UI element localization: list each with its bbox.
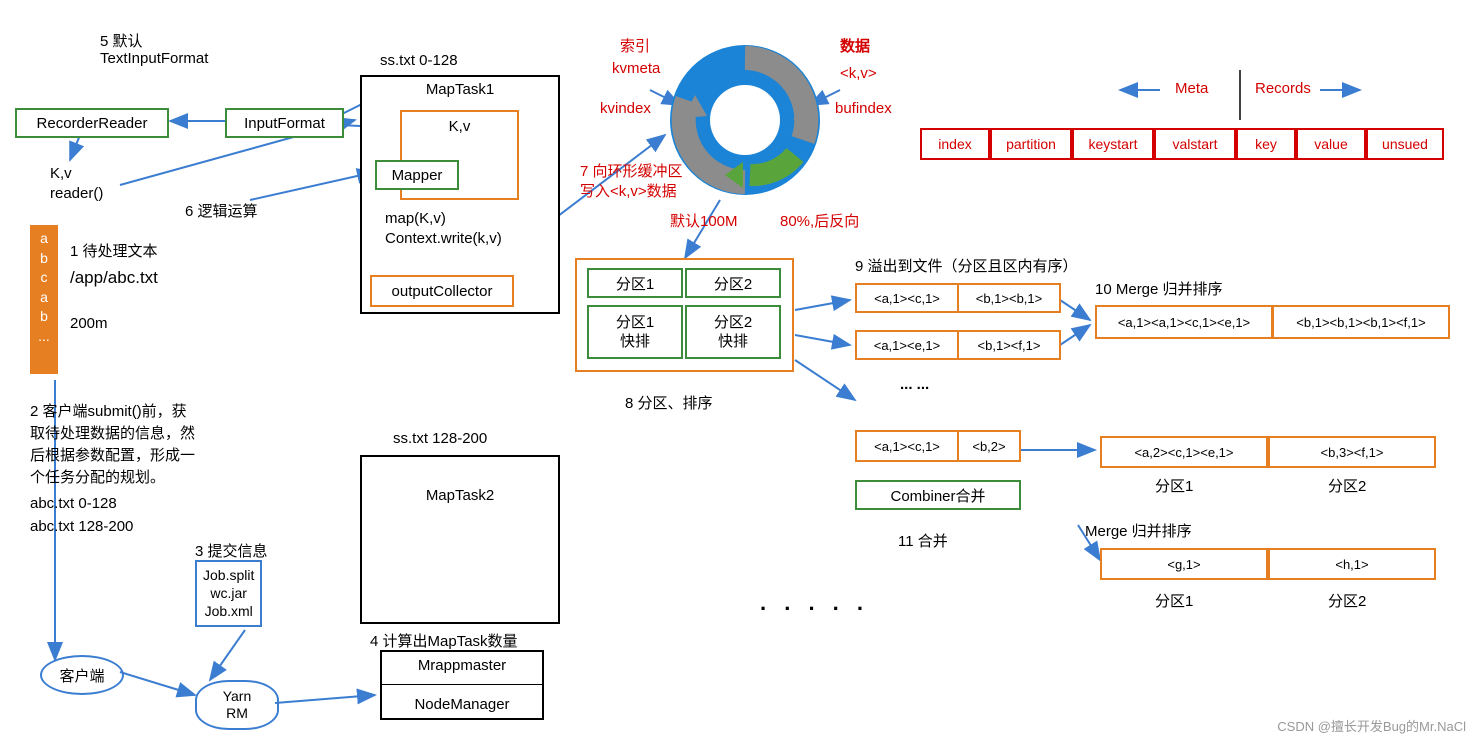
meta-label: Meta — [1175, 80, 1208, 97]
step2-l1: 2 客户端submit()前，获 — [30, 400, 187, 421]
p2s-box: 分区2 快排 — [685, 305, 781, 359]
fp1b: 分区1 — [1155, 590, 1193, 611]
p1s-box: 分区1 快排 — [587, 305, 683, 359]
p2-box: 分区2 — [685, 268, 781, 298]
default100m-label: 默认100M — [670, 210, 738, 231]
bufindex-label: bufindex — [835, 100, 892, 117]
size-label: 200m — [70, 315, 108, 332]
submit-info-box: Job.split wc.jar Job.xml — [195, 560, 262, 627]
step9-label: 9 溢出到文件（分区且区内有序） — [855, 255, 1078, 276]
ring-buffer — [665, 40, 825, 200]
split1-label: abc.txt 0-128 — [30, 495, 117, 512]
a2c1e1-box: <a,2><c,1><e,1> — [1100, 436, 1268, 468]
g1-box: <g,1> — [1100, 548, 1268, 580]
fp2b: 分区2 — [1328, 590, 1366, 611]
step6-label: 6 逻辑运算 — [185, 200, 258, 221]
yarn-cloud: Yarn RM — [195, 680, 279, 730]
step2-l2: 取待处理数据的信息，然 — [30, 422, 195, 443]
kvmeta-label: kvmeta — [612, 60, 660, 77]
a1a1c1e1-box: <a,1><a,1><c,1><e,1> — [1095, 305, 1273, 339]
step7a-label: 7 向环形缓冲区 — [580, 160, 683, 181]
step3-label: 3 提交信息 — [195, 540, 268, 561]
h1-box: <h,1> — [1268, 548, 1436, 580]
yarn-components-box: Mrappmaster NodeManager — [380, 650, 544, 720]
b1b1b1f1-box: <b,1><b,1><b,1><f,1> — [1272, 305, 1450, 339]
a1c1b-box: <a,1><c,1> — [855, 430, 959, 462]
mapkv-label: map(K,v) — [385, 210, 446, 227]
input-format-box: InputFormat — [225, 108, 344, 138]
kvpair-label: <k,v> — [840, 65, 877, 82]
contextwrite-label: Context.write(k,v) — [385, 230, 502, 247]
p1-box: 分区1 — [587, 268, 683, 298]
mapper-box: Mapper — [375, 160, 459, 190]
watermark: CSDN @擅长开发Bug的Mr.NaCl — [1277, 716, 1466, 735]
step5-line1: 5 默认 — [100, 30, 143, 51]
step7b-label: 写入<k,v>数据 — [580, 180, 677, 201]
step11-label: 11 合并 — [898, 530, 948, 551]
maptask2-box: MapTask2 — [360, 455, 560, 624]
sstxt2-label: ss.txt 128-200 — [393, 430, 487, 447]
a1c1-box: <a,1><c,1> — [855, 283, 959, 313]
step8-label: 8 分区、排序 — [625, 392, 713, 413]
data-label: 数据 — [840, 35, 870, 56]
file-column: a b c a b ... — [30, 225, 58, 374]
step10-label: 10 Merge 归并排序 — [1095, 278, 1223, 299]
combiner-box: Combiner合并 — [855, 480, 1021, 510]
eighty-label: 80%,后反向 — [780, 210, 859, 231]
reader-label: reader() — [50, 185, 103, 202]
mergesort-label: Merge 归并排序 — [1085, 520, 1192, 541]
b2-box: <b,2> — [957, 430, 1021, 462]
step4-label: 4 计算出MapTask数量 — [370, 630, 518, 651]
b1f1-box: <b,1><f,1> — [957, 330, 1061, 360]
big-dots: . . . . . — [760, 590, 869, 616]
apppath-label: /app/abc.txt — [70, 268, 158, 288]
b1b1-box: <b,1><b,1> — [957, 283, 1061, 313]
step1-label: 1 待处理文本 — [70, 240, 158, 261]
fp2a: 分区2 — [1328, 475, 1366, 496]
step2-l4: 个任务分配的规划。 — [30, 466, 165, 487]
sstxt1-label: ss.txt 0-128 — [380, 52, 458, 69]
dots3: ... ... — [900, 376, 929, 393]
kv-label: K,v — [50, 165, 72, 182]
b3f1-box: <b,3><f,1> — [1268, 436, 1436, 468]
fp1a: 分区1 — [1155, 475, 1193, 496]
recorder-reader-box: RecorderReader — [15, 108, 169, 138]
split2-label: abc.txt 128-200 — [30, 518, 133, 535]
client-ellipse: 客户端 — [40, 655, 124, 695]
index-label: 索引 — [620, 35, 650, 56]
step2-l3: 后根据参数配置，形成一 — [30, 444, 195, 465]
records-label: Records — [1255, 80, 1311, 97]
a1e1-box: <a,1><e,1> — [855, 330, 959, 360]
header-table: index partition keystart valstart key va… — [920, 128, 1444, 160]
kvindex-label: kvindex — [600, 100, 651, 117]
output-collector-box: outputCollector — [370, 275, 514, 307]
step5-line2: TextInputFormat — [100, 50, 208, 67]
